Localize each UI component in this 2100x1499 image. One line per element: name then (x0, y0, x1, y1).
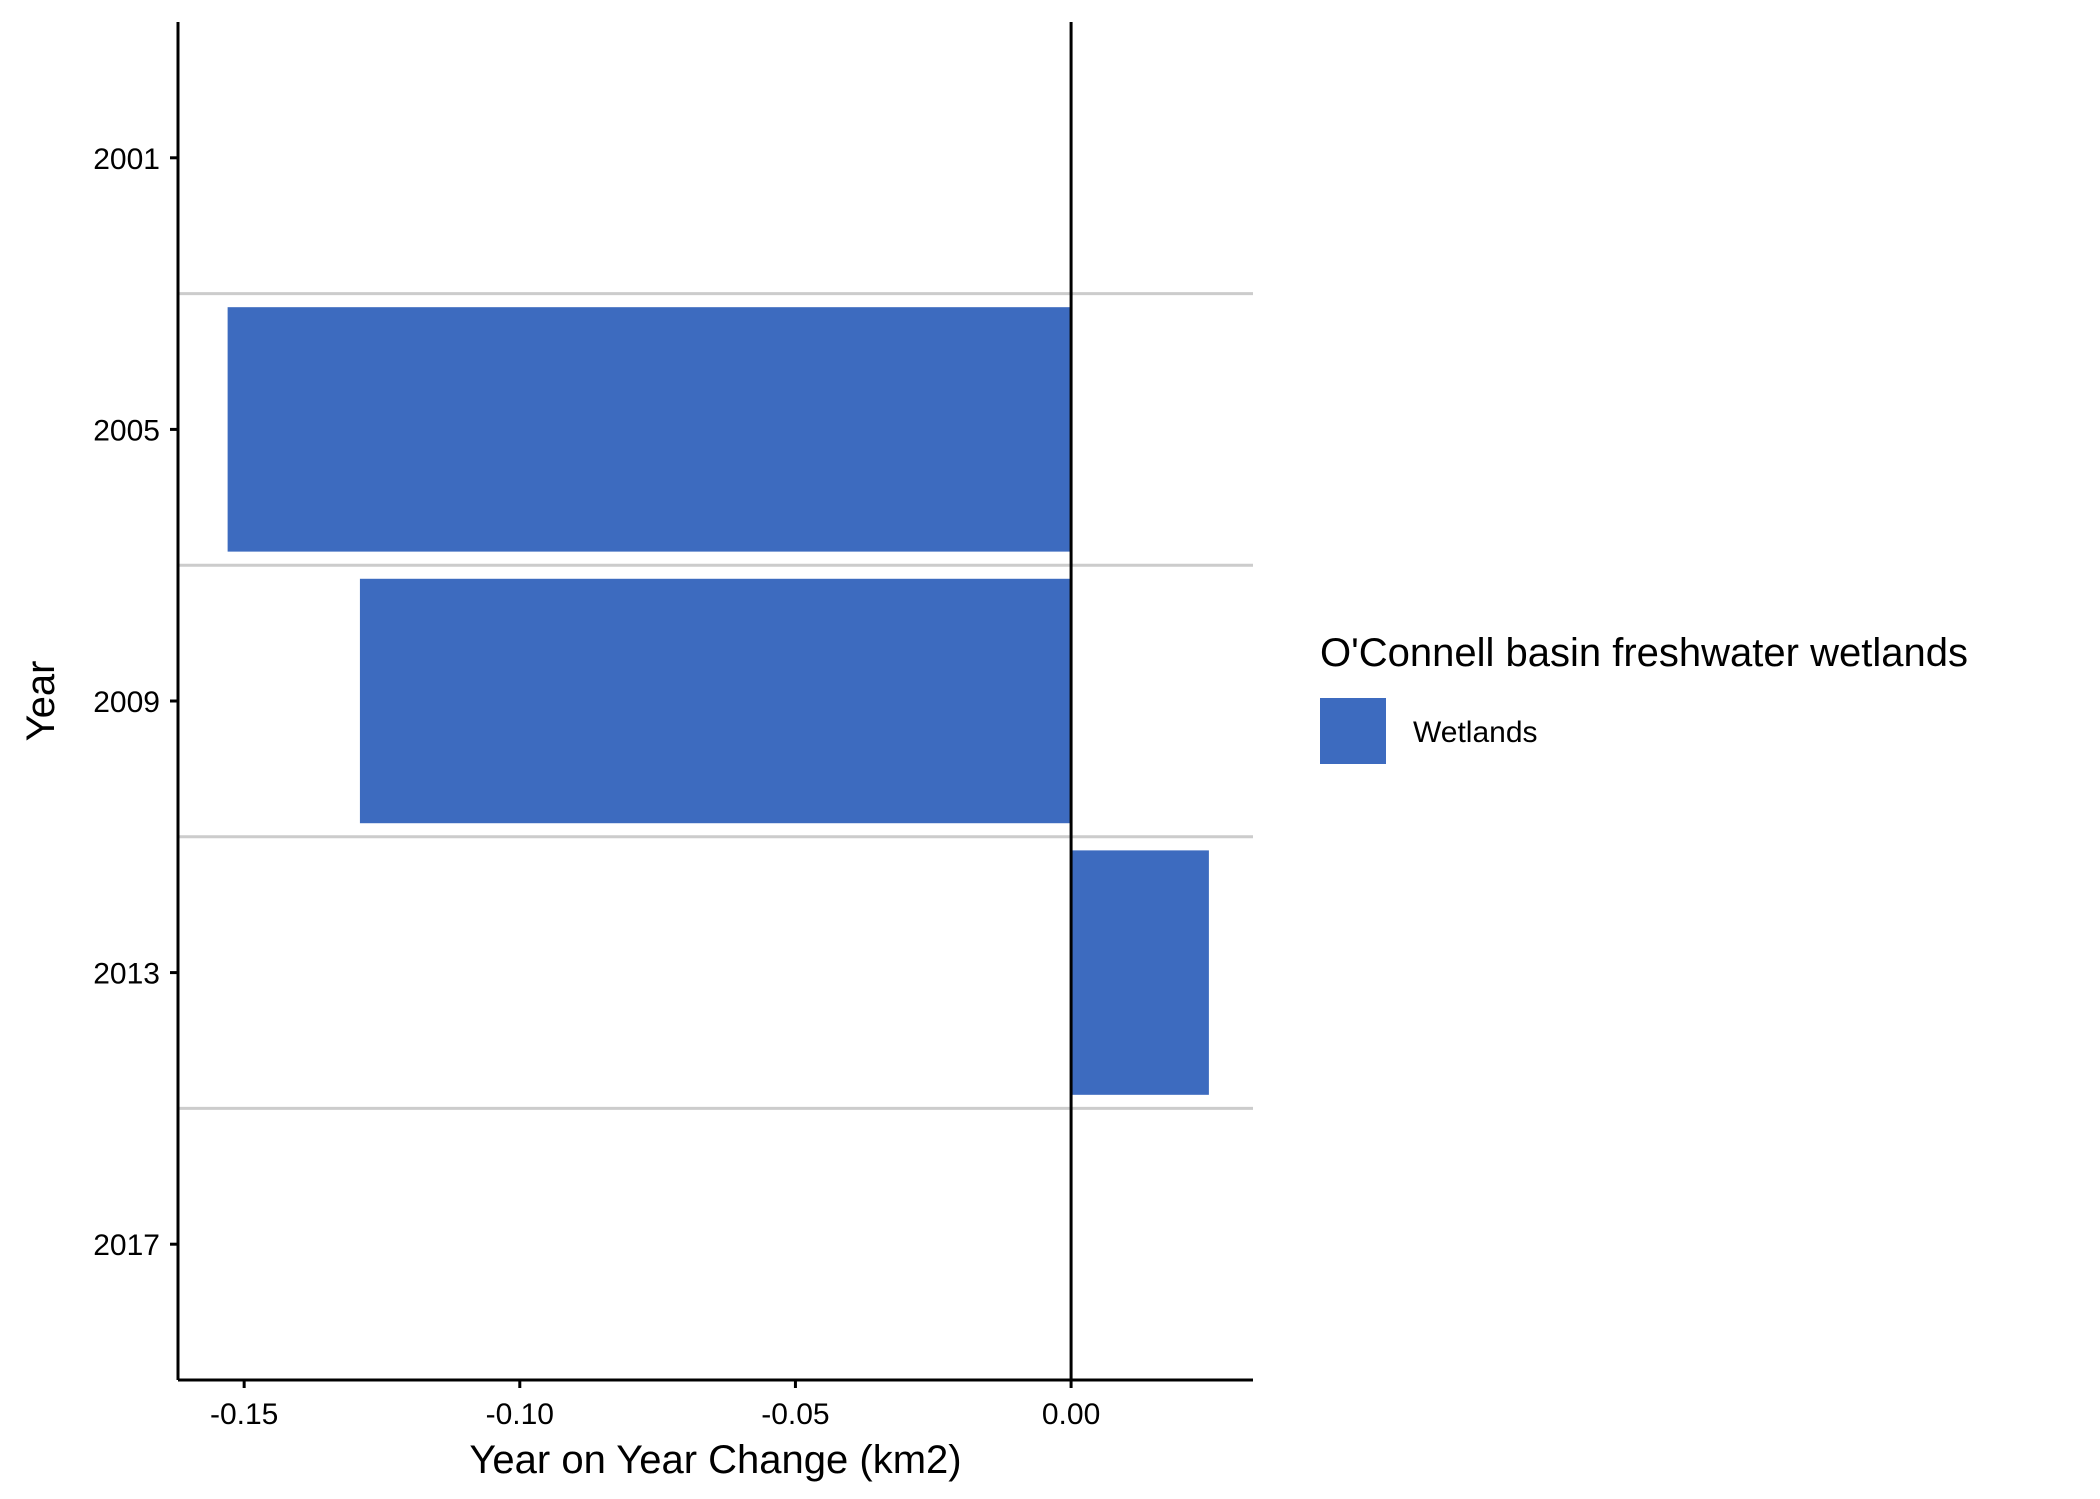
legend-label-wetlands: Wetlands (1413, 716, 1538, 749)
y-axis-title: Year (19, 661, 63, 742)
x-axis-title: Year on Year Change (km2) (469, 1438, 961, 1482)
legend: O'Connell basin freshwater wetlands Wetl… (1320, 631, 1968, 764)
y-tick-labels: 2001 2005 2009 2013 2017 (93, 143, 178, 1262)
x-tick-label: 0.00 (1042, 1398, 1100, 1431)
x-tick-label: -0.10 (486, 1398, 554, 1431)
y-tick-label-2013: 2013 (93, 958, 160, 991)
bars (227, 307, 1209, 1095)
y-tick-label-2001: 2001 (93, 143, 160, 176)
x-tick-label: -0.15 (210, 1398, 278, 1431)
bar-2009 (359, 578, 1072, 824)
bar-2005 (227, 307, 1072, 552)
x-tick-labels: -0.15 -0.10 -0.05 0.00 (210, 1380, 1100, 1431)
bar-2013 (1071, 850, 1209, 1095)
y-tick-label-2017: 2017 (93, 1229, 160, 1262)
y-tick-label-2005: 2005 (93, 414, 160, 447)
grid-lines (178, 292, 1253, 1110)
legend-key-wetlands (1320, 698, 1386, 764)
y-tick-label-2009: 2009 (93, 686, 160, 719)
legend-title: O'Connell basin freshwater wetlands (1320, 631, 1968, 675)
x-tick-label: -0.05 (761, 1398, 829, 1431)
